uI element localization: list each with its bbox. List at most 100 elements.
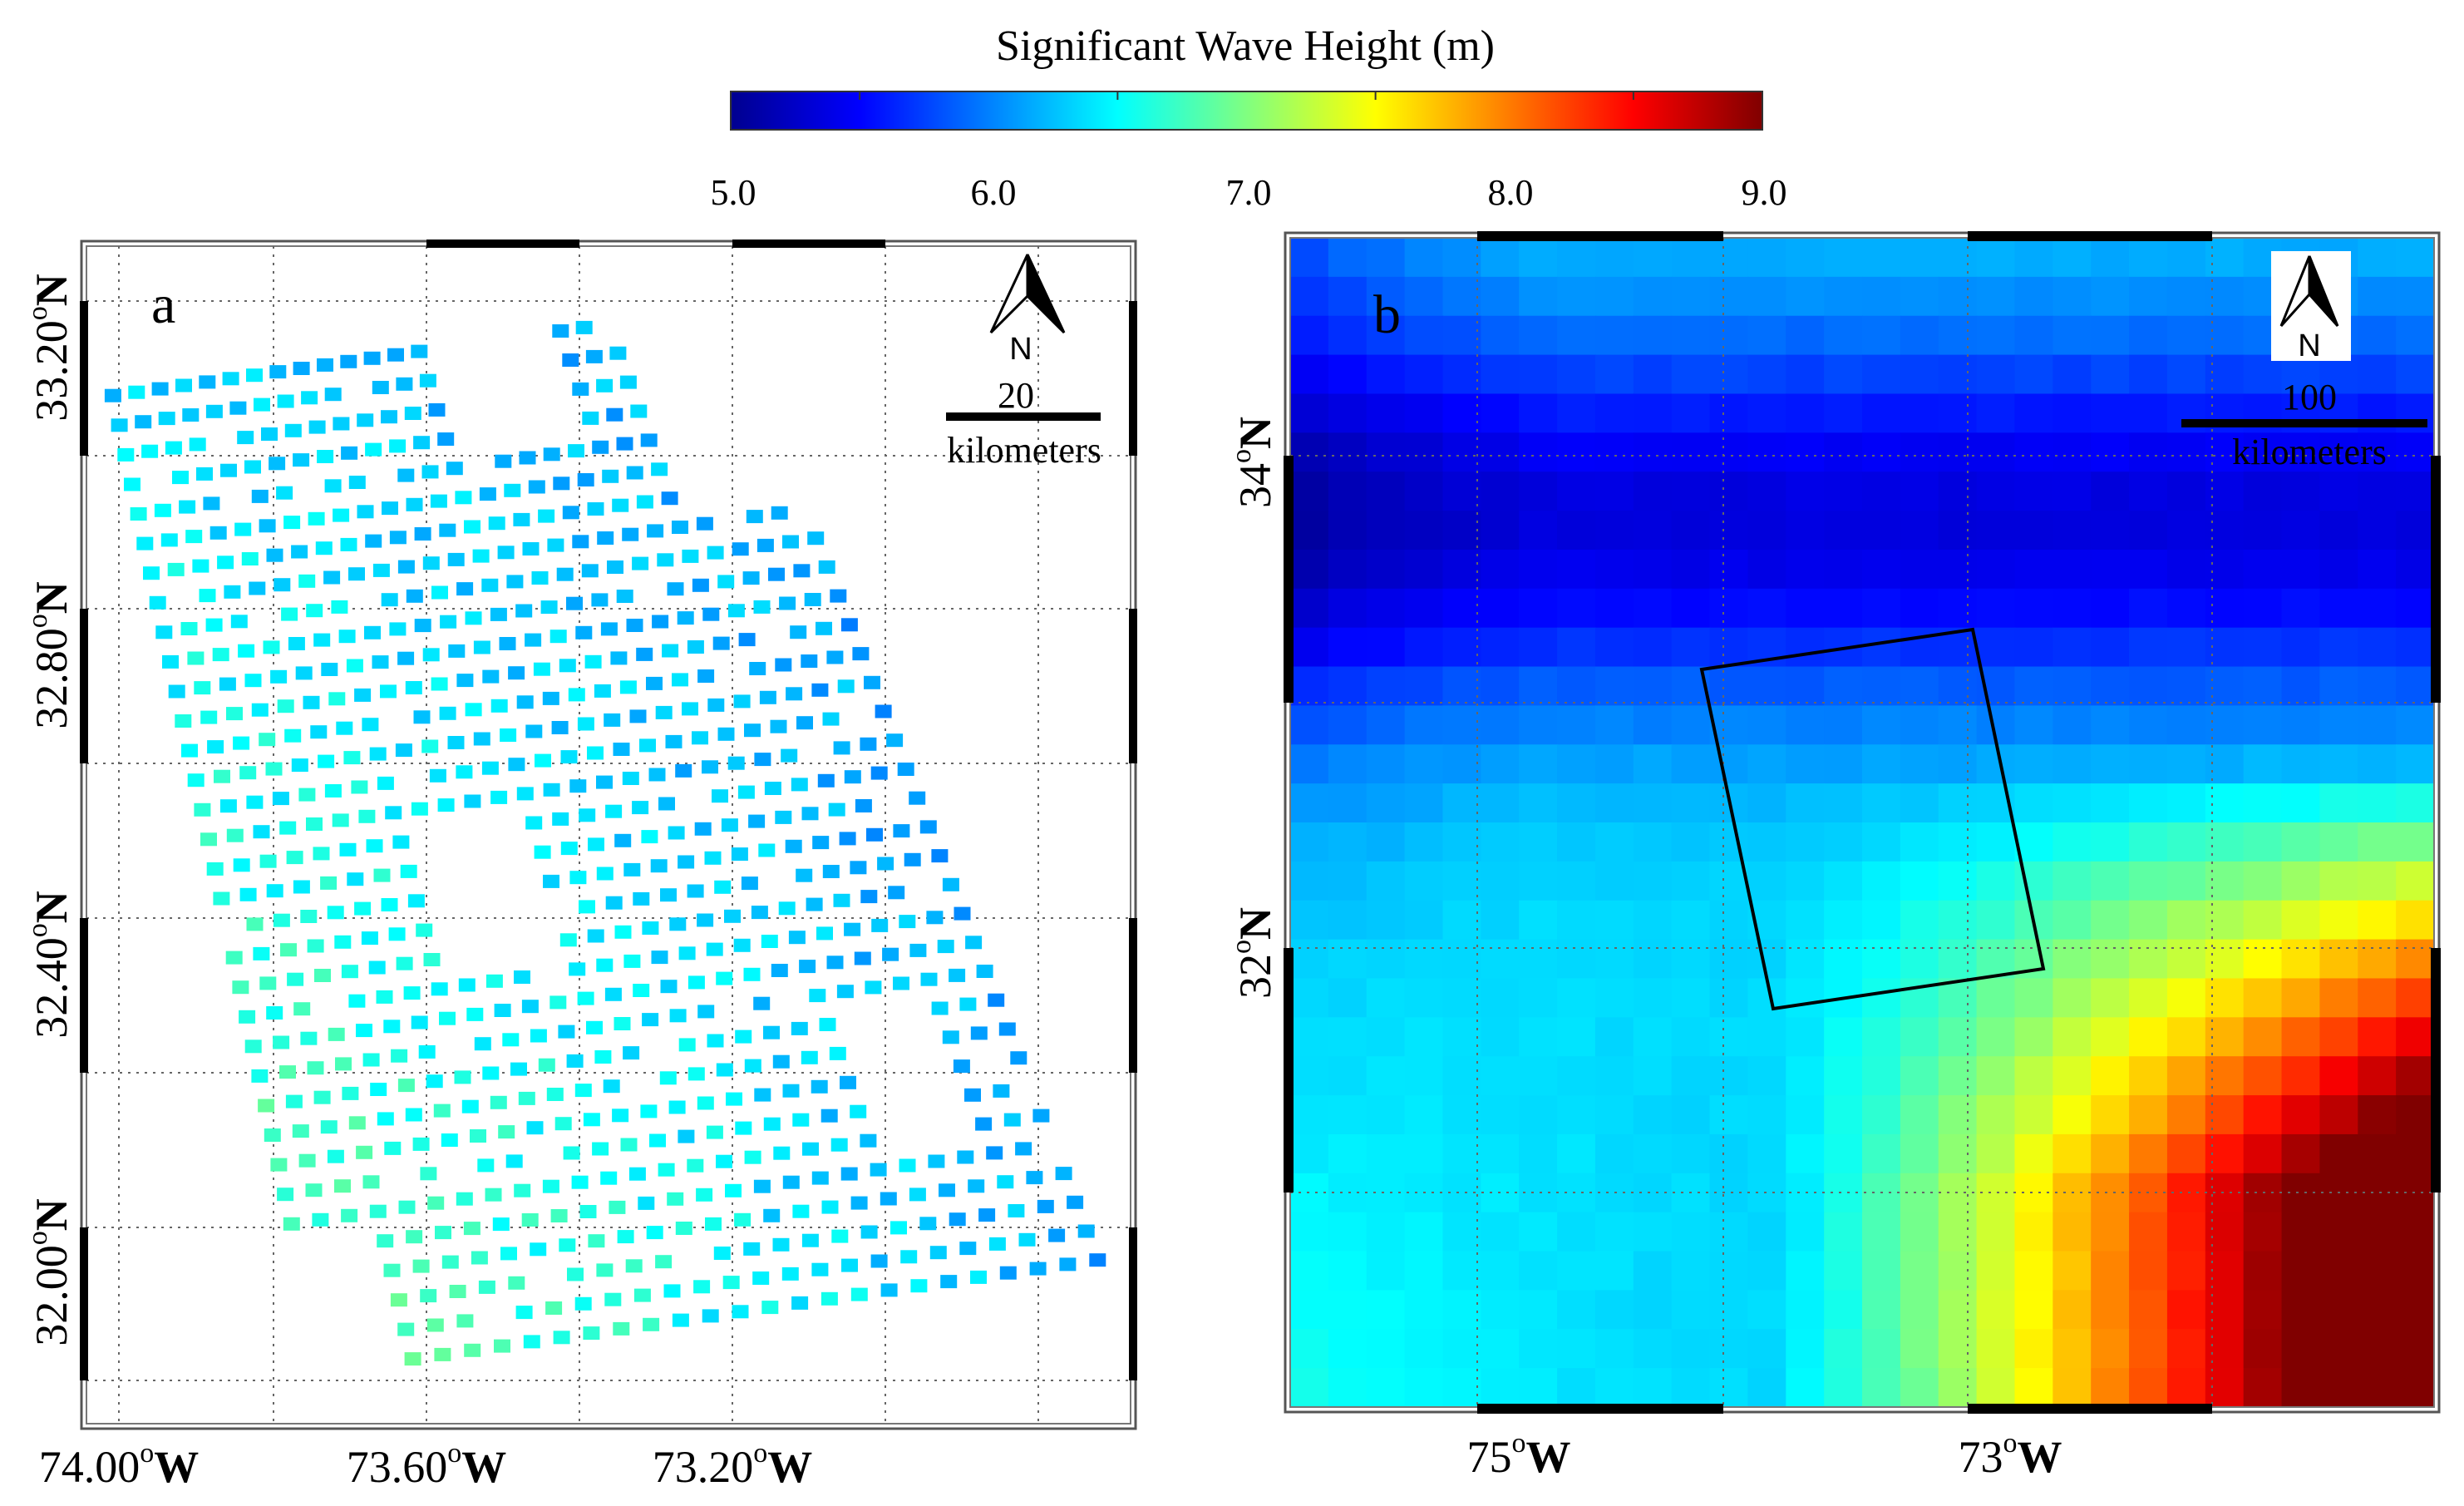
grid-cell xyxy=(2053,783,2092,823)
grid-cell xyxy=(1709,1251,1749,1291)
wave-point xyxy=(841,1258,858,1272)
grid-cell xyxy=(1709,393,1749,434)
wave-point xyxy=(623,954,641,968)
wave-point xyxy=(900,1250,918,1264)
grid-cell xyxy=(1709,588,1749,629)
grid-cell xyxy=(2166,1017,2206,1057)
wave-point xyxy=(712,789,728,803)
grid-cell xyxy=(2319,432,2359,472)
grid-cell xyxy=(1938,432,1978,472)
wave-point xyxy=(910,1279,928,1293)
grid-cell xyxy=(1976,1251,2016,1291)
wave-point xyxy=(298,574,316,588)
wave-point xyxy=(655,705,673,719)
grid-cell xyxy=(1938,354,1978,395)
wave-point xyxy=(440,615,457,629)
grid-cell xyxy=(2358,1095,2397,1135)
grid-cell xyxy=(1786,744,1825,784)
lat-tick-label: 32.00oN xyxy=(22,1198,76,1346)
grid-cell xyxy=(1557,705,1596,746)
grid-cell xyxy=(2319,1290,2359,1331)
wave-point xyxy=(865,980,882,995)
wave-point xyxy=(796,716,813,730)
grid-cell xyxy=(1366,276,1406,317)
grid-cell xyxy=(1786,1329,1825,1369)
wave-point xyxy=(860,1133,877,1148)
grid-cell xyxy=(1366,1017,1406,1057)
wave-point xyxy=(143,566,160,580)
grid-cell xyxy=(1900,939,1939,980)
grid-cell xyxy=(1290,1017,1329,1057)
wave-point xyxy=(919,1217,937,1231)
wave-point xyxy=(199,375,216,389)
wave-point xyxy=(331,600,348,614)
wave-point xyxy=(636,647,653,661)
grid-cell xyxy=(1976,1133,2016,1174)
grid-cell xyxy=(2053,511,2092,551)
wave-point xyxy=(744,1150,761,1164)
panel-a-frame-bars xyxy=(80,239,1137,1380)
wave-point xyxy=(675,1222,692,1235)
grid-cell xyxy=(1976,1056,2016,1096)
grid-cell xyxy=(2053,900,2092,941)
grid-cell xyxy=(1900,238,1939,278)
grid-cell xyxy=(2243,1251,2283,1291)
grid-cell xyxy=(2243,627,2283,668)
grid-cell xyxy=(2053,238,2092,278)
wave-point xyxy=(577,717,594,731)
wave-point xyxy=(180,622,198,635)
wave-point xyxy=(791,1296,809,1310)
grid-cell xyxy=(1594,822,1634,862)
grid-cell xyxy=(1328,588,1368,629)
wave-point xyxy=(702,760,718,774)
grid-cell xyxy=(1938,783,1978,823)
colorbar-title: Significant Wave Height (m) xyxy=(996,22,1495,70)
wave-point xyxy=(651,462,668,476)
wave-point xyxy=(770,719,787,733)
grid-cell xyxy=(2129,432,2168,472)
wave-point xyxy=(801,1233,819,1247)
grid-cell xyxy=(1786,900,1825,941)
grid-cell xyxy=(1786,627,1825,668)
lon-hemisphere: W xyxy=(767,1442,812,1492)
wave-point xyxy=(919,820,937,834)
wave-point xyxy=(651,951,668,965)
wave-point xyxy=(405,1108,422,1122)
grid-cell xyxy=(1938,1329,1978,1369)
grid-cell xyxy=(1709,978,1749,1019)
grid-cell xyxy=(1519,783,1558,823)
wave-point xyxy=(1018,1232,1036,1247)
wave-point xyxy=(160,533,178,547)
wave-point xyxy=(543,783,560,797)
grid-cell xyxy=(2091,276,2130,317)
wave-point xyxy=(117,447,135,462)
wave-point xyxy=(279,1065,296,1079)
wave-point xyxy=(516,787,534,801)
grid-cell xyxy=(1633,511,1673,551)
wave-point xyxy=(602,469,619,483)
grid-cell xyxy=(1900,1017,1939,1057)
wave-point xyxy=(458,978,476,992)
wave-point xyxy=(426,1318,444,1332)
wave-point xyxy=(811,683,829,697)
wave-point xyxy=(182,408,200,422)
grid-cell xyxy=(1671,432,1711,472)
wave-point xyxy=(665,734,683,748)
grid-cell xyxy=(1442,705,1482,746)
grid-cell xyxy=(1442,978,1482,1019)
grid-cell xyxy=(1671,627,1711,668)
wave-point xyxy=(254,397,270,412)
wave-point xyxy=(531,571,549,585)
wave-point xyxy=(646,1226,663,1240)
grid-cell xyxy=(1328,238,1368,278)
wave-point xyxy=(667,1192,684,1206)
wave-point xyxy=(882,947,899,961)
grid-cell xyxy=(1633,1329,1673,1369)
wave-point xyxy=(604,987,622,1001)
grid-cell xyxy=(1366,1095,1406,1135)
wave-point xyxy=(880,1192,897,1206)
grid-cell xyxy=(1290,627,1329,668)
wave-point xyxy=(1010,1051,1027,1065)
wave-point xyxy=(1059,1257,1077,1271)
degree-symbol: o xyxy=(2003,1428,2018,1459)
